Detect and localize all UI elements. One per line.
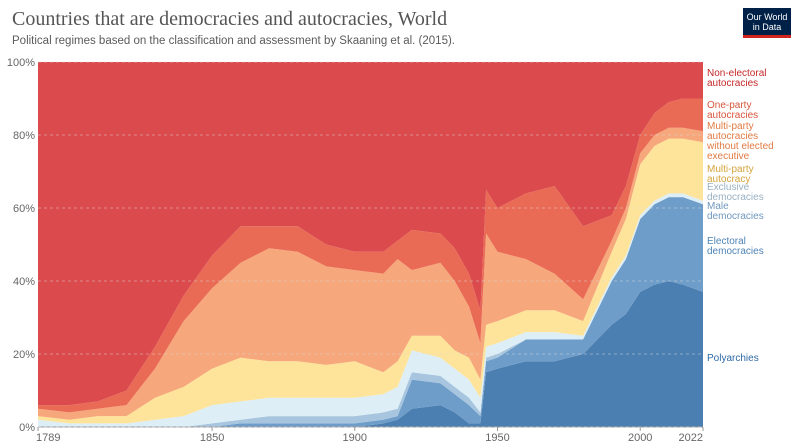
grid-lines <box>38 61 703 428</box>
legend-label-polyarchies: Polyarchies <box>707 353 759 364</box>
owid-logo[interactable]: Our World in Data <box>743 8 791 38</box>
logo-line-1: Our World <box>746 12 788 22</box>
legend-label-multi-party-autocracies-without-elected-executive: executive <box>707 151 750 162</box>
legend-label-electoral-democracies: democracies <box>707 246 764 257</box>
y-axis: 0% 20% 40% 60% 80% 100% <box>7 57 35 434</box>
y-tick-label: 60% <box>13 203 35 215</box>
area-polyarchies[interactable] <box>38 281 703 427</box>
legend-label-non-electoral-autocracies: autocracies <box>707 78 758 89</box>
y-tick-label: 20% <box>13 349 35 361</box>
legend-label-one-party-autocracies: autocracies <box>707 110 758 121</box>
area-series <box>38 62 703 427</box>
x-axis: 1789 1850 1900 1950 2000 2022 <box>36 426 704 444</box>
x-tick-label: 1789 <box>36 432 60 444</box>
x-tick-label: 2000 <box>628 432 652 444</box>
x-tick-label: 1850 <box>200 432 224 444</box>
chart-title: Countries that are democracies and autoc… <box>12 8 448 30</box>
logo-line-2: in Data <box>752 22 782 32</box>
area-one-party-autocracies[interactable] <box>38 98 703 413</box>
legend-label-multi-party-autocracy: Multi-party <box>707 164 754 175</box>
x-tick-label: 1900 <box>343 432 367 444</box>
x-tick-label: 2022 <box>679 432 703 444</box>
y-tick-label: 40% <box>13 276 35 288</box>
chart-subtitle: Political regimes based on the classific… <box>12 35 455 47</box>
legend-label-male-democracies: Male <box>707 201 729 212</box>
legend-label-exclusive-democracies: Exclusive <box>707 182 750 193</box>
legend-label-multi-party-autocracies-without-elected-executive: autocracies <box>707 131 758 142</box>
legend-label-electoral-democracies: Electoral <box>707 236 746 247</box>
legend-label-one-party-autocracies: One-party <box>707 100 751 111</box>
legend-label-multi-party-autocracies-without-elected-executive: without elected <box>706 141 774 152</box>
y-tick-label: 100% <box>7 57 35 69</box>
area-non-electoral-autocracies[interactable] <box>38 62 703 406</box>
legend-label-male-democracies: democracies <box>707 211 764 222</box>
legend-label-non-electoral-autocracies: Non-electoral <box>707 68 766 79</box>
legend-label-multi-party-autocracies-without-elected-executive: Multi-party <box>707 121 754 132</box>
legend: PolyarchiesElectoraldemocraciesMaledemoc… <box>706 68 774 364</box>
y-tick-label: 0% <box>19 422 35 434</box>
logo-accent-bar <box>743 35 791 38</box>
y-tick-label: 80% <box>13 130 35 142</box>
x-tick-label: 1950 <box>485 432 509 444</box>
legend-label-multi-party-autocracy: autocracy <box>707 174 750 185</box>
legend-label-exclusive-democracies: democracies <box>707 192 764 203</box>
area-multi-party-autocracies-without-elected-executive[interactable] <box>38 127 703 420</box>
